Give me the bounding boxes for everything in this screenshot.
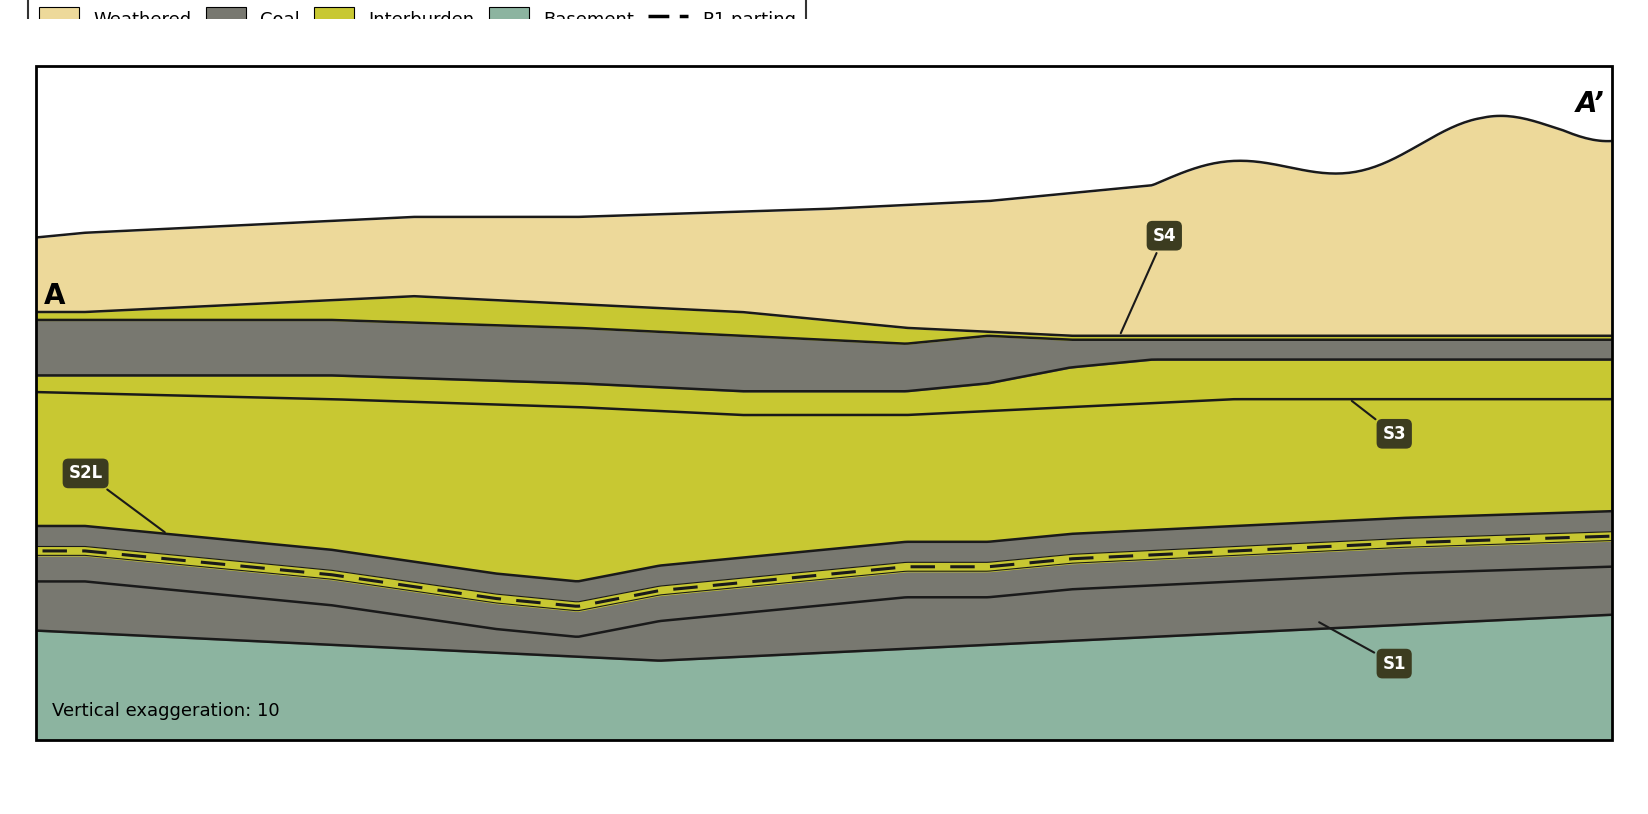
- Text: S4: S4: [1121, 226, 1177, 333]
- Text: A’: A’: [1575, 90, 1604, 118]
- Text: Vertical exaggeration: 10: Vertical exaggeration: 10: [53, 702, 280, 720]
- Text: S1: S1: [1318, 622, 1406, 672]
- Text: A: A: [44, 282, 66, 310]
- Text: S2L: S2L: [69, 465, 165, 532]
- Bar: [36, 67, 1612, 740]
- Text: S3: S3: [1351, 400, 1406, 443]
- Legend: Weathered, Coal, Interburden, Basement, P1 parting: Weathered, Coal, Interburden, Basement, …: [28, 0, 806, 41]
